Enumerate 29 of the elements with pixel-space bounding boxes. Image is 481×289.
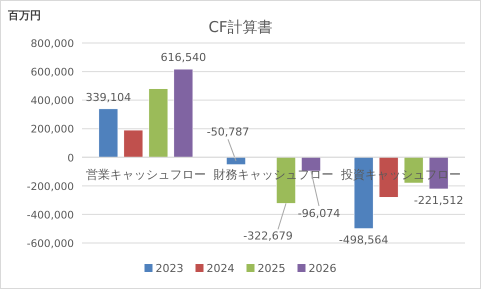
- data-label: -50,787: [206, 125, 250, 138]
- y-axis-title: 百万円: [7, 9, 41, 22]
- y-tick-label: 0: [67, 152, 74, 164]
- y-tick-label: 400,000: [30, 95, 74, 108]
- y-tick-label: -200,000: [26, 180, 74, 193]
- bar: [226, 157, 246, 165]
- data-label: -498,564: [338, 234, 388, 247]
- bar: [148, 88, 168, 158]
- bar: [354, 157, 374, 229]
- legend-label: 2026: [308, 262, 336, 275]
- data-label: 339,104: [86, 90, 132, 104]
- data-label: -322,679: [243, 229, 293, 242]
- data-label: 616,540: [160, 51, 206, 64]
- data-label: -221,512: [414, 194, 464, 207]
- legend-label: 2025: [258, 262, 286, 275]
- data-label: -96,074: [298, 207, 340, 220]
- bar: [301, 157, 321, 172]
- y-tick-label: 600,000: [30, 66, 74, 79]
- bar: [98, 108, 118, 158]
- bar: [124, 130, 144, 158]
- x-tick-label: 営業キャッシュフロー: [86, 167, 206, 182]
- y-tick-label: 200,000: [30, 124, 74, 136]
- y-tick-label: 800,000: [30, 38, 74, 50]
- y-tick-label: -600,000: [26, 238, 74, 250]
- legend-label: 2024: [206, 262, 234, 275]
- legend-label: 2023: [156, 262, 184, 275]
- bar: [174, 68, 194, 158]
- chart-title: CF計算書: [208, 18, 273, 36]
- y-tick-label: -400,000: [26, 209, 74, 222]
